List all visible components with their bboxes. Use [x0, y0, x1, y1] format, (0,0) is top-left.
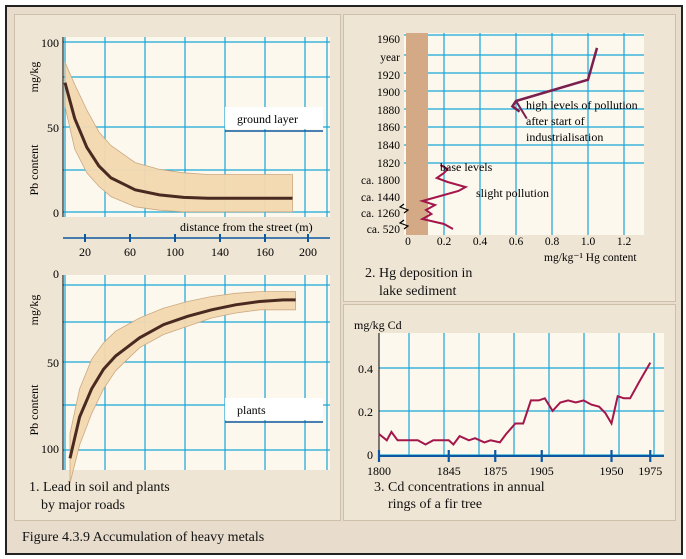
- plants-legend-box: [225, 398, 323, 420]
- chart-hg: 1960 year 1920 1900 1880 1860 1840 1820 ca. 1800…: [361, 33, 644, 264]
- hg-y-tick: 1960: [377, 34, 400, 46]
- hg-y-tick: ca. 520: [367, 224, 400, 236]
- hg-x-tick: 1.0: [581, 236, 596, 248]
- plants-y-tick: 100: [41, 442, 59, 456]
- hg-x-tick: 1.2: [617, 236, 632, 248]
- distance-tick: 140: [211, 245, 229, 259]
- soil-y-tick: 50: [47, 121, 59, 135]
- caption-hg-2: lake sediment: [379, 284, 457, 299]
- plants-y-tick: 0: [53, 267, 59, 281]
- plants-y-tick: 50: [47, 356, 59, 370]
- sediment-column: [406, 33, 428, 235]
- soil-x-label: distance from the street (m): [180, 220, 313, 234]
- distance-tick: 60: [124, 245, 136, 259]
- cd-x-tick: 1975: [638, 464, 662, 478]
- annotation-high-pollution: high levels of pollution: [526, 98, 638, 112]
- cd-x-tick: 1950: [600, 464, 624, 478]
- cd-plot-bg: [379, 333, 664, 457]
- hg-x-tick: 0: [405, 236, 411, 248]
- panel-lead: 100 50 0 mg/kg Pb content distance from the s…: [14, 14, 341, 521]
- hg-series-base: [418, 164, 469, 230]
- distance-tick: 200: [299, 245, 317, 259]
- annotation-high-pollution: after start of: [526, 114, 585, 128]
- cd-y-tick: 0.4: [358, 362, 373, 376]
- plants-y-label: Pb content: [27, 384, 41, 436]
- distance-tick: 20: [79, 245, 91, 259]
- plants-y-unit: mg/kg: [27, 295, 41, 326]
- cd-x-tick: 1800: [367, 464, 391, 478]
- soil-y-tick: 0: [53, 206, 59, 220]
- hg-recent-tail: [515, 100, 528, 120]
- caption-lead-2: by major roads: [41, 498, 125, 513]
- distance-tick: 160: [256, 245, 274, 259]
- soil-range-band: [64, 62, 293, 213]
- cd-x-tick: 1875: [483, 464, 507, 478]
- distance-tick: 100: [166, 245, 184, 259]
- caption-hg-1: 2. Hg deposition in: [365, 266, 473, 281]
- chart-plants: 0 50 100 mg/kg Pb content plants: [27, 267, 330, 484]
- panel-cd: mg/kg Cd 0 0.2 0.4 1800 1845 1875 1905 1950 1975 …: [343, 304, 676, 521]
- hg-y-tick: 1860: [377, 122, 400, 134]
- hg-y-tick: ca. 1440: [361, 192, 400, 204]
- hg-y-tick: 1920: [377, 70, 400, 82]
- annotation-high-pollution: industrialisation: [526, 130, 603, 144]
- hg-y-tick: ca. 1260: [361, 208, 400, 220]
- chart-soil: 100 50 0 mg/kg Pb content distance from the s…: [27, 36, 330, 259]
- cd-y-tick: 0.2: [358, 405, 373, 419]
- caption-lead-1: 1. Lead in soil and plants: [29, 480, 170, 495]
- hg-plot-bg: [404, 33, 644, 235]
- hg-x-tick: 0.8: [545, 236, 560, 248]
- annotation-slight-pollution: slight pollution: [476, 186, 549, 200]
- soil-legend-box: [225, 107, 323, 129]
- hg-x-tick: 0.2: [437, 236, 452, 248]
- hg-x-tick: 0.6: [509, 236, 524, 248]
- annotation-base-levels: base levels: [440, 160, 493, 174]
- axis-break-lower: [398, 219, 410, 230]
- hg-y-tick: 1820: [377, 158, 400, 170]
- figure-caption: Figure 4.3.9 Accumulation of heavy metal…: [22, 530, 265, 545]
- axis-break-upper: [398, 203, 410, 214]
- hg-y-tick: 1880: [377, 105, 400, 117]
- hg-y-tick: ca. 1800: [361, 175, 400, 187]
- cd-x-tick: 1845: [437, 464, 461, 478]
- soil-legend-label: ground layer: [237, 112, 298, 126]
- cd-series-line: [378, 362, 652, 446]
- hg-x-label: mg/kg⁻¹ Hg content: [544, 252, 637, 264]
- cd-y-tick: 0: [367, 448, 373, 462]
- cd-x-tick: 1905: [530, 464, 554, 478]
- plants-range-band: [69, 291, 296, 484]
- figure-frame: 100 50 0 mg/kg Pb content distance from the s…: [5, 5, 683, 555]
- soil-y-label: Pb content: [27, 144, 41, 196]
- hg-x-tick: 0.4: [473, 236, 488, 248]
- chart-cd: mg/kg Cd 0 0.2 0.4 1800 1845 1875 1905 1950 1975: [354, 318, 664, 478]
- plants-curve: [68, 298, 296, 459]
- hg-y-tick: 1900: [377, 87, 400, 99]
- soil-y-tick: 100: [41, 36, 59, 50]
- caption-cd-1: 3. Cd concentrations in annual: [374, 480, 545, 495]
- soil-curve: [63, 82, 293, 200]
- soil-y-unit: mg/kg: [27, 62, 41, 93]
- caption-cd-2: rings of a fir tree: [388, 497, 483, 512]
- cd-y-unit: mg/kg Cd: [354, 318, 402, 332]
- hg-y-tick: year: [380, 52, 400, 64]
- plants-legend-label: plants: [237, 403, 266, 417]
- hg-y-tick: 1840: [377, 140, 400, 152]
- panel-hg: 1960 year 1920 1900 1880 1860 1840 1820 ca. 1800…: [343, 14, 676, 302]
